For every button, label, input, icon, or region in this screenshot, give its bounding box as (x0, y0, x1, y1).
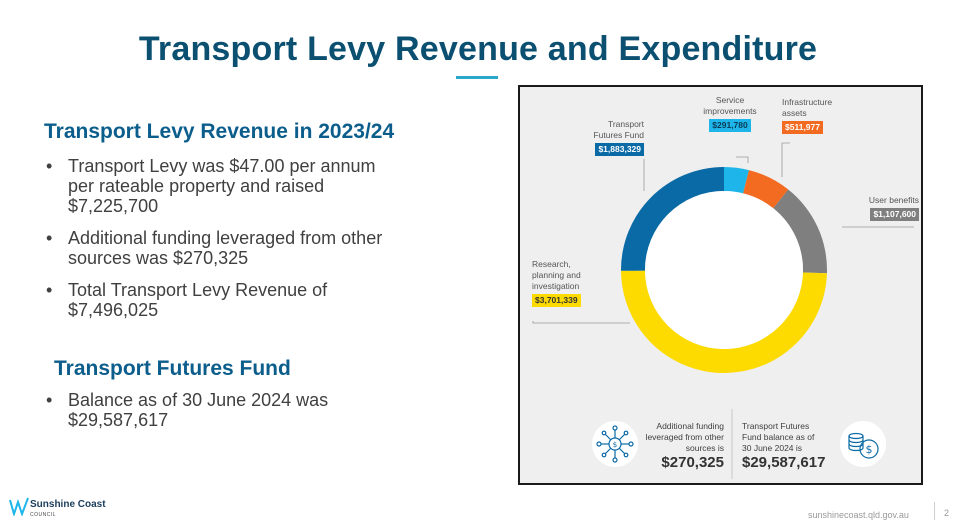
stat-value: $29,587,617 (742, 454, 826, 471)
stat-value: $270,325 (661, 454, 724, 471)
logo-name: Sunshine Coast (30, 499, 106, 510)
coins-dollar-icon-graphic: $ (848, 432, 879, 459)
bullet-text: Additional funding leveraged from other … (68, 228, 383, 268)
network-funding-icon: $ (592, 421, 638, 467)
svg-text:$: $ (866, 443, 873, 456)
council-logo-mark (9, 497, 29, 516)
label-text: Transport Futures Fund (593, 119, 644, 140)
label-infrastructure: Infrastructure assets $511,977 (782, 97, 852, 134)
fund-balance-stat: Transport Futures Fund balance as of 30 … (742, 421, 828, 472)
revenue-bullets: Transport Levy was $47.00 per annum per … (44, 156, 398, 332)
label-text: Research, planning and investigation (532, 259, 581, 291)
stat-label: Additional funding leveraged from other … (645, 421, 724, 453)
additional-funding-stat: Additional funding leveraged from other … (642, 421, 724, 472)
list-item: Additional funding leveraged from other … (44, 228, 398, 268)
label-text: Infrastructure assets (782, 97, 833, 118)
label-research: Research, planning and investigation $3,… (532, 259, 588, 307)
donut-slice-1 (743, 170, 789, 209)
value-tag: $1,107,600 (870, 208, 919, 221)
footer-divider (934, 502, 935, 520)
leader-line (532, 321, 630, 324)
bullet-text: Total Transport Levy Revenue of $7,496,0… (68, 280, 328, 320)
value-tag: $511,977 (782, 121, 823, 134)
donut-slice-4 (621, 167, 724, 271)
donut-chart (532, 142, 914, 479)
leader-line (781, 142, 790, 177)
page-title: Transport Levy Revenue and Expenditure (138, 30, 818, 68)
title-underline (456, 76, 498, 79)
fund-heading: Transport Futures Fund (54, 357, 291, 380)
donut-slice-2 (773, 189, 827, 274)
label-service: Service improvements $291,780 (685, 95, 775, 132)
leader-line (736, 156, 749, 163)
label-text: User benefits (868, 195, 919, 205)
footer-url[interactable]: sunshinecoast.qld.gov.au (808, 510, 909, 520)
bullet-text: Balance as of 30 June 2024 was $29,587,6… (68, 390, 329, 430)
svg-text:$: $ (613, 441, 617, 449)
donut-slice-0 (724, 167, 749, 194)
page-number: 2 (944, 508, 950, 518)
value-tag: $3,701,339 (532, 294, 581, 307)
label-futures-fund: Transport Futures Fund $1,883,329 (584, 119, 644, 156)
fund-bullets: Balance as of 30 June 2024 was $29,587,6… (44, 390, 398, 442)
stat-label: Transport Futures Fund balance as of 30 … (742, 421, 815, 453)
value-tag: $291,780 (709, 119, 751, 132)
list-item: Total Transport Levy Revenue of $7,496,0… (44, 280, 398, 320)
label-text: Service improvements (703, 95, 757, 116)
list-item: Balance as of 30 June 2024 was $29,587,6… (44, 390, 398, 430)
network-funding-icon-graphic: $ (596, 425, 634, 463)
expenditure-panel: Service improvements $291,780 Infrastruc… (518, 85, 923, 485)
logo-subtitle: COUNCIL (30, 512, 57, 518)
council-logo: Sunshine Coast COUNCIL (30, 500, 106, 520)
label-user-benefits: User benefits $1,107,600 (853, 195, 919, 221)
revenue-heading: Transport Levy Revenue in 2023/24 (44, 120, 395, 143)
donut-slice-3 (621, 270, 827, 374)
coins-dollar-icon: $ (840, 421, 886, 467)
bullet-text: Transport Levy was $47.00 per annum per … (68, 156, 376, 216)
donut-hole (645, 191, 803, 349)
value-tag: $1,883,329 (595, 143, 644, 156)
list-item: Transport Levy was $47.00 per annum per … (44, 156, 398, 216)
